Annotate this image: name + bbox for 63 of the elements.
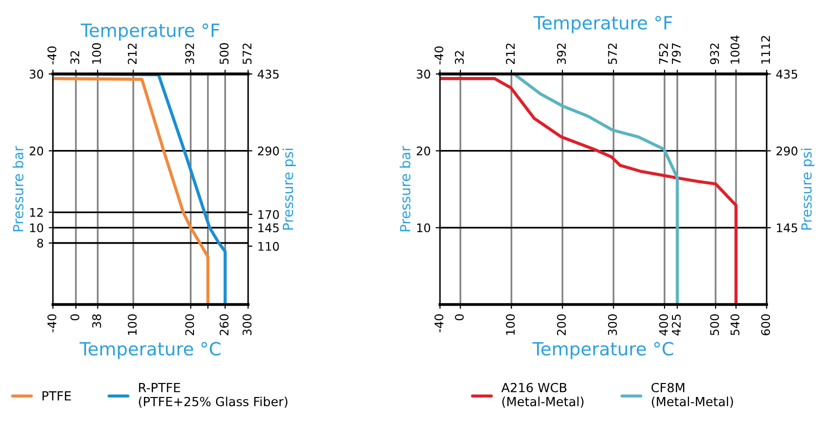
x-tick-label: 100 [128,314,137,335]
legend-label: A216 WCB (Metal-Metal) [501,382,584,408]
y-axis-title: Pressure bar [12,146,24,232]
y2-tick-label: 290 [776,146,798,156]
x-tick-label: 260 [220,314,229,336]
x2-tick-label: 572 [242,44,252,64]
x2-tick-label: 572 [608,44,617,64]
x-tick-label: -40 [47,314,56,332]
x-axis-title: Temperature °C [80,342,220,360]
x-tick-label: 0 [70,314,80,320]
x2-tick-label: 32 [70,51,80,64]
x-tick-label: 0 [454,314,464,320]
x2-axis-title: Temperature °F [80,23,220,41]
x2-tick-label: 1112 [761,36,770,64]
x-tick-label: 600 [761,314,770,336]
legend-label: R-PTFE (PTFE+25% Glass Fiber) [138,382,288,408]
x-tick-label: 540 [730,314,740,336]
y-tick-label: 10 [30,223,44,232]
x2-tick-label: 212 [128,44,137,64]
x2-tick-label: -40 [434,46,444,64]
x2-tick-label: 100 [92,43,101,64]
x2-tick-label: 392 [556,44,566,64]
x2-tick-label: 32 [454,51,464,64]
x-tick-label: 400 [659,314,668,336]
x2-axis-title: Temperature °F [533,16,672,34]
y-tick-label: 8 [37,238,44,248]
x2-tick-label: -40 [47,46,56,64]
y-tick-label: 30 [416,70,430,79]
y-tick-label: 30 [30,70,44,79]
y2-tick-label: 145 [258,224,279,232]
y-tick-label: 12 [30,208,43,217]
x2-tick-label: 500 [220,43,229,64]
x-tick-label: 200 [556,314,566,336]
x2-tick-label: 752 [659,44,668,64]
x-tick-label: 200 [185,314,194,336]
x-tick-label: 300 [242,314,252,336]
x-tick-label: 100 [506,314,515,335]
x-tick-label: 500 [710,314,720,336]
x2-tick-label: 932 [710,44,720,64]
line-series [440,77,738,304]
x-tick-label: 425 [672,314,681,336]
x2-tick-label: 1004 [730,36,740,64]
x-axis-title: Temperature °C [532,342,674,360]
x-tick-label: 38 [92,314,102,328]
y-tick-label: 20 [416,146,430,156]
y2-tick-label: 145 [776,224,798,232]
y2-tick-label: 435 [258,70,279,79]
y2-tick-label: 170 [258,210,279,220]
y2-tick-label: 290 [258,146,279,156]
x2-tick-label: 212 [506,44,515,64]
x-tick-label: -40 [434,314,444,332]
legend-label: CF8M (Metal-Metal) [652,382,734,408]
x2-tick-label: 392 [185,44,194,64]
y-tick-label: 10 [417,223,430,232]
y-tick-label: 20 [30,146,44,156]
y-axis-title: Pressure bar [400,146,410,232]
legend-label: PTFE [42,391,71,400]
x-tick-label: 300 [608,314,617,336]
x2-tick-label: 797 [672,43,681,64]
y2-axis-title: Pressure psi [800,148,814,230]
y2-axis-title: Pressure psi [282,148,296,230]
y2-tick-label: 435 [776,70,798,79]
y2-tick-label: 110 [258,242,279,251]
